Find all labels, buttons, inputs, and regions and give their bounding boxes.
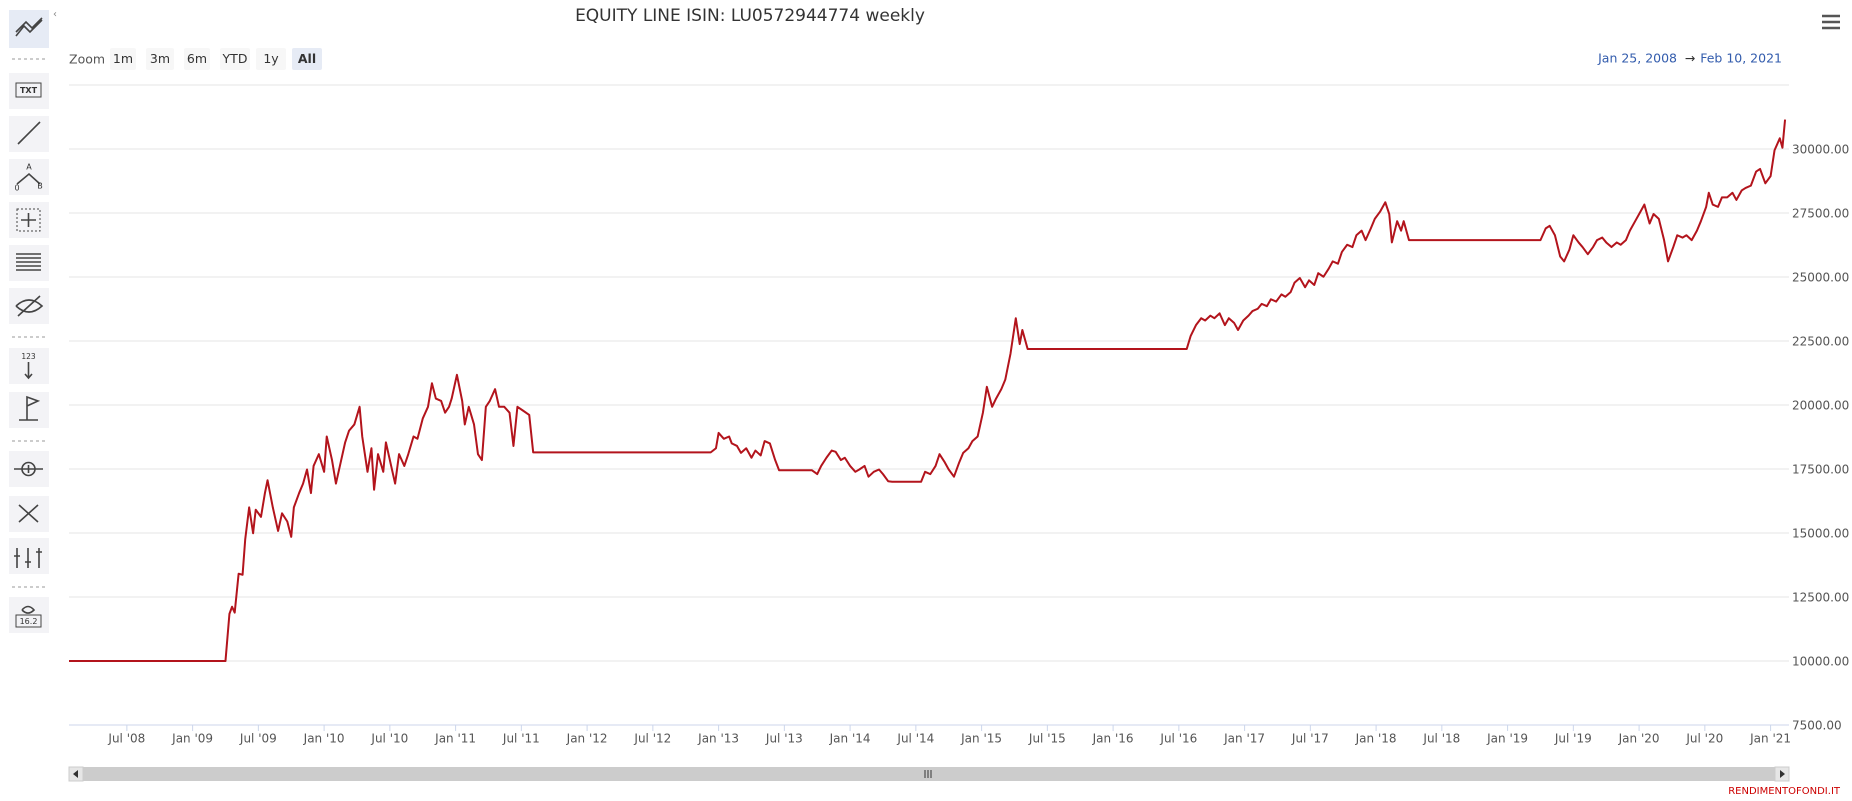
y-tick-label: 17500.00 (1792, 463, 1849, 477)
icon-frame (15, 614, 42, 628)
zoom-button-label: All (298, 51, 316, 66)
y-tick-label: 7500.00 (1792, 719, 1842, 733)
zoom-button-label: 3m (150, 51, 170, 66)
x-tick-label: Jan '19 (1486, 732, 1528, 746)
x-tick-label: Jul '14 (896, 732, 934, 746)
x-tick-label: Jul '19 (1554, 732, 1592, 746)
tool-fib[interactable] (9, 159, 49, 195)
tool-label: A (26, 163, 32, 172)
date-to[interactable]: Feb 10, 2021 (1700, 51, 1782, 66)
icon (18, 504, 39, 523)
x-tick-label: Jan '14 (829, 732, 871, 746)
x-tick-label: Jan '12 (566, 732, 608, 746)
tool-label: 0 (14, 184, 19, 193)
x-tick-label: Jan '17 (1223, 732, 1265, 746)
zoom-label: Zoom (69, 52, 105, 67)
zoom-button-label: 1m (113, 51, 133, 66)
zoom-button-label: 6m (187, 51, 207, 66)
icon (21, 213, 36, 227)
x-tick-label: Jul '11 (502, 732, 540, 746)
credits[interactable]: RENDIMENTOFONDI.IT (1728, 786, 1841, 797)
zoom-button[interactable] (110, 48, 136, 70)
x-tick-label: Jul '13 (765, 732, 803, 746)
y-tick-label: 27500.00 (1792, 207, 1849, 221)
x-tick-label: Jan '09 (171, 732, 213, 746)
tool-label: TXT (20, 86, 38, 95)
icon (14, 548, 42, 568)
x-tick-label: Jul '15 (1028, 732, 1066, 746)
y-tick-label: 20000.00 (1792, 399, 1849, 413)
scrollbar-thumb[interactable] (83, 767, 1775, 781)
y-tick-label: 22500.00 (1792, 335, 1849, 349)
collapse-arrow[interactable]: ‹ (53, 9, 57, 20)
tool-label: B (37, 182, 43, 191)
chart-title: EQUITY LINE ISIN: LU0572944774 weekly (575, 6, 925, 26)
x-tick-label: Jan '18 (1355, 732, 1397, 746)
zoom-button-label: 1y (263, 51, 279, 66)
icon (17, 121, 41, 145)
x-tick-label: Jul '18 (1422, 732, 1460, 746)
y-tick-label: 30000.00 (1792, 143, 1849, 157)
icon (24, 362, 33, 380)
scrollbar[interactable] (68, 766, 1790, 782)
icon (14, 461, 43, 477)
tool-selected[interactable] (9, 10, 49, 48)
x-tick-label: Jan '11 (434, 732, 476, 746)
series-line (69, 119, 1787, 662)
x-tick-label: Jan '20 (1618, 732, 1660, 746)
toolbar: TXT A 0 B 123 16.2 ‹ (9, 9, 57, 633)
tool-lines (15, 17, 43, 37)
icon (16, 253, 41, 271)
icon (16, 172, 41, 185)
tool-levels[interactable] (9, 245, 49, 281)
zoom-button[interactable] (292, 48, 322, 70)
x-tick-label: Jul '16 (1159, 732, 1197, 746)
x-tick-label: Jul '12 (633, 732, 671, 746)
tool-label: 123 (21, 352, 36, 361)
zoom-button[interactable] (220, 48, 250, 70)
x-tick-label: Jan '10 (303, 732, 345, 746)
icon (16, 208, 41, 232)
x-tick-label: Jul '10 (370, 732, 408, 746)
icon-frame (15, 82, 42, 98)
y-tick-label: 15000.00 (1792, 527, 1849, 541)
tool-label: 16.2 (20, 617, 38, 626)
y-tick-label: 10000.00 (1792, 655, 1849, 669)
icon (21, 605, 36, 614)
x-tick-label: Jan '15 (960, 732, 1002, 746)
x-tick-label: Jan '21 (1749, 732, 1791, 746)
menu-button[interactable] (1822, 14, 1840, 30)
icon (15, 295, 44, 317)
x-tick-label: Jul '20 (1685, 732, 1723, 746)
x-tick-label: Jan '13 (697, 732, 739, 746)
x-tick-label: Jul '09 (239, 732, 277, 746)
icon (19, 395, 41, 421)
x-tick-label: Jul '17 (1291, 732, 1329, 746)
zoom-button-label: YTD (222, 51, 248, 66)
zoom-button[interactable] (256, 48, 286, 70)
x-tick-label: Jul '08 (107, 732, 145, 746)
y-tick-label: 25000.00 (1792, 271, 1849, 285)
y-tick-label: 12500.00 (1792, 591, 1849, 605)
zoom-button[interactable] (184, 48, 210, 70)
date-arrow: → (1685, 51, 1695, 66)
scroll-grip (924, 770, 932, 778)
zoom-button[interactable] (146, 48, 174, 70)
date-from[interactable]: Jan 25, 2008 (1597, 51, 1677, 66)
x-tick-label: Jan '16 (1092, 732, 1134, 746)
